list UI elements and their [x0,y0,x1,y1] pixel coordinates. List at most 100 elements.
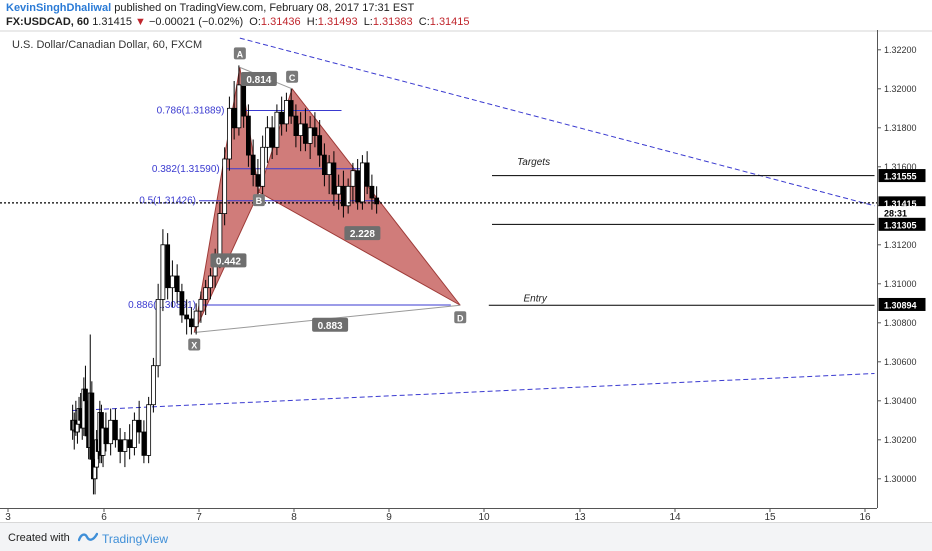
candle [117,428,123,464]
chart-title: U.S. Dollar/Canadian Dollar, 60, FXCM [12,39,202,51]
candle-body [122,439,128,452]
candle [331,151,337,206]
badge-text: A [237,49,244,59]
close-label: C: [418,16,430,28]
x-tick-label: 10 [478,512,490,522]
candle-body [222,158,228,214]
author-link[interactable]: KevinSinghDhaliwal [6,2,112,14]
y-tick-label: 1.31800 [884,123,917,133]
badge-text: X [191,341,197,351]
pattern-point-badge: A [233,47,246,60]
candle-body [302,123,308,144]
candle [364,151,370,195]
candle-body [359,162,365,203]
x-tick-label: 15 [764,512,776,522]
y-tick-label: 1.30800 [884,318,917,328]
candle [155,283,161,378]
candle-body [226,107,232,160]
pattern-point-badge: B [252,194,265,207]
candle [160,229,166,312]
tradingview-logo-icon [78,532,98,542]
price-tag: 1.31555 [878,169,926,183]
candle-body [283,100,289,125]
candle [193,303,199,335]
candle [269,116,275,159]
price-tag-text: 28:31 [884,209,907,219]
fib-level-label: 0.786(1.31889) [157,105,225,116]
candle [203,279,209,315]
candle-body [317,135,323,156]
candle-body [169,275,175,289]
candle [326,155,332,195]
candle-body [340,185,346,207]
candle [340,170,346,218]
candle-body [131,419,137,448]
ratio-badge: 0.814 [240,72,277,87]
open-label: O: [249,16,261,28]
candle [141,420,147,464]
y-tick-label: 1.31600 [884,162,917,172]
price-tag: 1.31305 [878,217,926,231]
candle-body [245,115,251,156]
candle-body [374,197,380,205]
price-chart[interactable]: U.S. Dollar/Canadian Dollar, 60, FXCM 1.… [0,30,932,522]
candle-body [331,162,337,195]
badge-text: D [457,313,464,323]
trend-line[interactable] [239,37,875,207]
candle [288,88,294,124]
candle-body [155,298,161,367]
candle [336,174,342,210]
candle-body [217,213,223,257]
tradingview-brand-link[interactable]: TradingView [102,532,169,546]
candle [260,135,266,195]
candle [122,432,128,468]
candle-body [141,431,147,456]
candle-body [250,154,256,175]
badge-text: B [256,196,263,206]
candle [146,396,152,464]
candle-body [113,419,118,441]
candle [207,268,213,300]
candle-body [264,127,270,148]
ratio-bg [312,317,349,332]
created-with-label: Created with [8,532,70,544]
fib-level-label: 0.5(1.31426) [139,196,196,207]
candle [108,408,114,456]
candle [165,233,171,300]
low-label: L: [363,16,373,28]
candle-body [279,111,285,125]
candle-body [298,123,304,137]
annotation-label: Targets [517,157,550,168]
open-value: 1.31436 [260,16,301,28]
trend-line[interactable] [71,373,875,412]
candle [127,424,133,460]
candle-body [307,127,313,144]
candle-body [146,404,152,456]
pattern-point-badge: X [188,338,201,351]
candle-body [288,100,294,117]
candle-body [326,162,332,175]
candle [113,408,118,448]
candle [312,112,318,148]
symbol-label: FX:USDCAD, 60 [6,16,90,28]
candle [274,104,280,156]
candle-body [241,84,247,117]
price-tag-bg [878,169,926,183]
pattern-point-badge: C [286,70,299,83]
y-tick-label: 1.30000 [884,474,917,484]
candle [174,264,180,304]
candle [279,96,285,136]
price-change: −0.00021 (−0.02%) [148,16,244,28]
y-tick-label: 1.32200 [884,45,917,55]
ratio-badge: 2.228 [344,226,381,241]
x-tick-label: 8 [291,512,297,522]
y-tick-label: 1.30400 [884,396,917,406]
high-value: 1.31493 [317,16,358,28]
candle [150,357,156,413]
footer-bar: Created with TradingView [0,522,932,551]
badge-bg [286,70,299,83]
candle [131,412,137,456]
candle-body [127,439,133,448]
candle-body [103,427,109,445]
